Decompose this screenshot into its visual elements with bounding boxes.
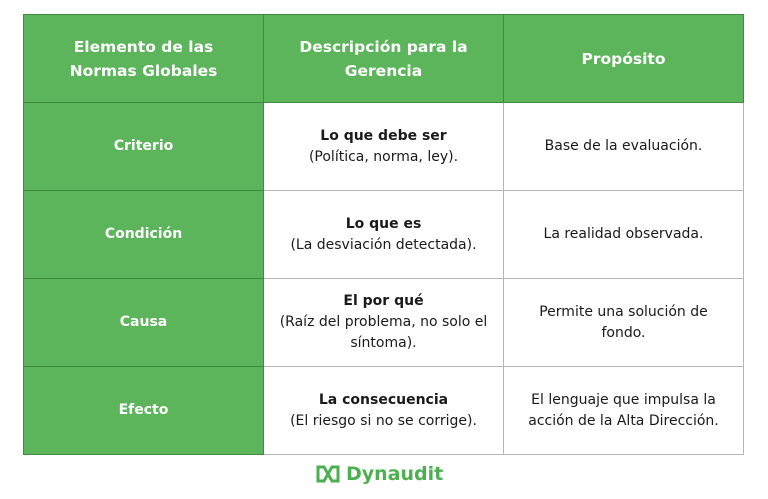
header-row: Elemento de las Normas Globales Descripc… bbox=[23, 14, 744, 103]
description-title: El por qué bbox=[343, 293, 424, 309]
element-cell: Condición bbox=[23, 190, 264, 279]
table-row: Condición Lo que es (La desviación detect… bbox=[23, 190, 744, 279]
description-title: Lo que es bbox=[345, 215, 422, 232]
table-row: Causa El por qué (Raíz del problema, no s… bbox=[23, 278, 744, 367]
element-cell: Efecto bbox=[23, 366, 264, 455]
dynaudit-logo-icon bbox=[316, 465, 340, 483]
description-cell: El por qué (Raíz del problema, no solo el… bbox=[263, 278, 504, 367]
description-text: (El riesgo si no se corrige). bbox=[290, 412, 477, 429]
description-text: (Raíz del problema, no solo el síntoma). bbox=[279, 314, 488, 351]
table-row: Criterio Lo que debe ser (Política, norma… bbox=[23, 102, 744, 191]
description-cell: La consecuencia (El riesgo si no se corri… bbox=[263, 366, 504, 455]
description-cell: Lo que debe ser (Política, norma, ley). bbox=[263, 102, 504, 191]
description-title: Lo que debe ser bbox=[320, 127, 447, 144]
description-text: (Política, norma, ley). bbox=[308, 148, 459, 165]
header-purpose: Propósito bbox=[503, 14, 744, 103]
purpose-cell: Permite una solución de fondo. bbox=[503, 278, 744, 367]
header-description: Descripción para la Gerencia bbox=[263, 14, 504, 103]
header-element: Elemento de las Normas Globales bbox=[23, 14, 264, 103]
description-text: (La desviación detectada). bbox=[290, 236, 477, 253]
logo-text: Dynaudit bbox=[346, 463, 444, 485]
purpose-cell: El lenguaje que impulsa la acción de la … bbox=[503, 366, 744, 455]
purpose-cell: Base de la evaluación. bbox=[503, 102, 744, 191]
description-title: La consecuencia bbox=[318, 391, 449, 408]
description-cell: Lo que es (La desviación detectada). bbox=[263, 190, 504, 279]
table-row: Efecto La consecuencia (El riesgo si no s… bbox=[23, 366, 744, 455]
dynaudit-logo: Dynaudit bbox=[316, 463, 443, 485]
element-cell: Causa bbox=[23, 278, 264, 367]
element-cell: Criterio bbox=[23, 102, 264, 191]
purpose-cell: La realidad observada. bbox=[503, 190, 744, 279]
norms-table: Elemento de las Normas Globales Descripc… bbox=[23, 14, 744, 455]
